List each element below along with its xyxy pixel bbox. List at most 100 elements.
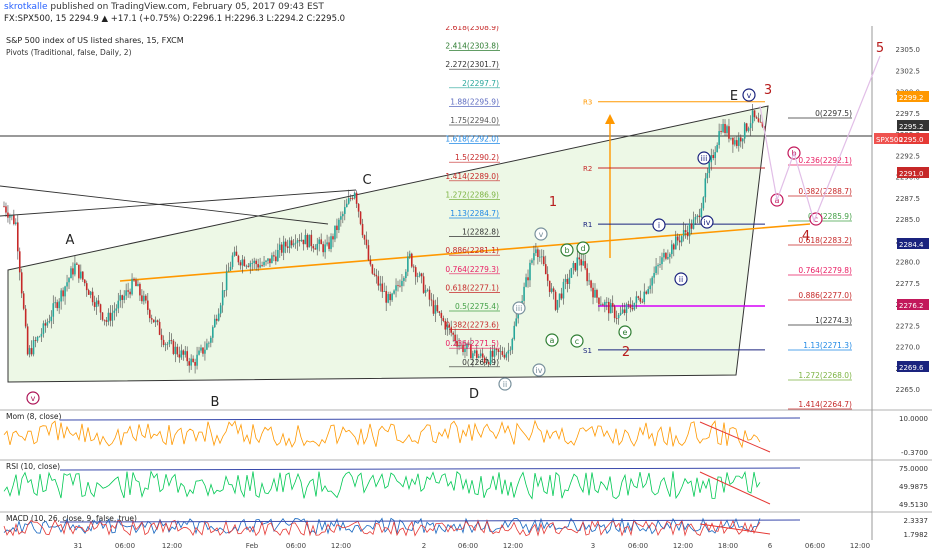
fib-right-label: 1(2274.3) xyxy=(815,316,852,325)
candle-body xyxy=(344,207,346,214)
wave-label-b: B xyxy=(211,395,220,410)
candle-body xyxy=(83,279,86,284)
candle-body xyxy=(156,320,159,322)
price-badge xyxy=(897,167,929,178)
wave-label-minor-iv-circle xyxy=(532,363,546,377)
candle-body xyxy=(257,264,259,268)
candle-body xyxy=(261,265,263,267)
candle-body xyxy=(145,295,147,301)
candle-body xyxy=(85,283,88,291)
price-tick-label: 2280.0 xyxy=(896,259,921,267)
candle-body xyxy=(680,236,683,243)
candle-body xyxy=(9,215,11,218)
candle-body xyxy=(655,266,657,274)
candle-body xyxy=(265,260,267,262)
candle-body xyxy=(726,126,728,134)
candle-body xyxy=(645,291,648,294)
price-badge xyxy=(897,120,929,131)
candle-body xyxy=(154,320,157,323)
candle-body xyxy=(369,259,372,265)
price-tick-label: 2285.0 xyxy=(896,216,921,224)
candle-body xyxy=(113,310,116,313)
candle-body xyxy=(275,256,277,262)
orange-trendline xyxy=(119,223,811,282)
candle-body xyxy=(105,320,108,322)
candle-body xyxy=(476,350,478,358)
candle-body xyxy=(700,208,703,218)
price-badge-label: 2299.2 xyxy=(899,94,924,102)
candle-body xyxy=(190,358,192,366)
author-name[interactable]: skrotkalle xyxy=(4,2,48,12)
candle-body xyxy=(479,353,482,357)
wave-label-red-1: 1 xyxy=(549,195,557,210)
candle-body xyxy=(312,246,315,249)
candle-body xyxy=(277,250,279,262)
candle-body xyxy=(639,297,642,302)
candle-body xyxy=(757,118,760,122)
candle-body xyxy=(667,256,669,259)
candle-body xyxy=(99,304,102,313)
candle-body xyxy=(562,281,565,299)
candle-body xyxy=(594,289,596,298)
candle-body xyxy=(36,336,39,341)
candle-body xyxy=(671,244,673,255)
wave-label-purple-c: c xyxy=(814,215,818,224)
wave-label-minor-v-circle xyxy=(534,227,548,241)
candle-body xyxy=(50,316,53,322)
candle-body xyxy=(296,240,299,243)
candle-body xyxy=(271,255,273,264)
candle-body xyxy=(698,215,701,218)
candle-body xyxy=(474,350,476,354)
wave-label-blue-v-circle xyxy=(742,88,756,102)
candle-body xyxy=(692,219,695,229)
candle-body xyxy=(345,203,348,208)
candle-body xyxy=(223,290,226,291)
candle-body xyxy=(759,121,762,123)
price-badge xyxy=(897,361,929,372)
channel-fill xyxy=(7,105,769,383)
wave-label-red-2: 2 xyxy=(622,345,630,360)
candle-body xyxy=(192,358,194,363)
candle-body xyxy=(80,271,82,279)
wave-label-purple-v-circle xyxy=(26,391,40,405)
channel-lines xyxy=(0,105,872,383)
chart-canvas[interactable]: R3 R2 R1 S1 2.618(2308.9) 2.414(2303.8) 2.272… xyxy=(0,26,932,550)
candle-body xyxy=(95,300,98,307)
candle-body xyxy=(251,263,254,264)
candle-body xyxy=(497,349,500,352)
candle-body xyxy=(166,343,169,345)
candle-body xyxy=(109,312,112,321)
candle-body xyxy=(438,311,441,313)
wave-label-e: E xyxy=(730,89,738,104)
candle-body xyxy=(115,308,118,311)
candle-body xyxy=(279,244,281,251)
candle-body xyxy=(298,240,301,242)
price-badge xyxy=(874,133,898,144)
descending-line-1 xyxy=(0,185,329,225)
candle-body xyxy=(184,351,187,355)
candle-body xyxy=(629,304,632,308)
candle-body xyxy=(706,173,709,179)
time-label: 12:00 xyxy=(673,542,693,550)
fib-left-label: 1.414(2289.0) xyxy=(445,172,499,181)
candle-body xyxy=(147,300,149,310)
pivot-label-r1: R1 xyxy=(583,221,592,229)
candle-body xyxy=(70,268,72,279)
candle-body xyxy=(367,245,370,260)
candle-body xyxy=(231,255,234,267)
candle-body xyxy=(383,291,386,292)
wave-label-green-b-circle xyxy=(560,243,574,257)
candle-body xyxy=(247,265,250,267)
orange-arrow-head xyxy=(605,114,615,124)
candle-body xyxy=(353,192,356,199)
candle-body xyxy=(385,291,387,303)
candle-body xyxy=(548,280,551,292)
candle-body xyxy=(219,305,222,314)
candle-body xyxy=(663,252,665,258)
time-label: 06:00 xyxy=(115,542,135,550)
candle-body xyxy=(399,285,401,287)
candle-body xyxy=(235,251,238,256)
candle-body xyxy=(712,155,714,159)
candle-body xyxy=(531,260,533,263)
